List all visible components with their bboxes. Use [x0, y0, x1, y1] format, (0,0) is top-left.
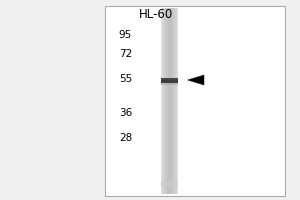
Text: 95: 95 [119, 30, 132, 40]
Bar [177, 8, 178, 194]
Text: 72: 72 [119, 49, 132, 59]
Bar [171, 8, 172, 194]
Bar [161, 82, 178, 85]
Bar [168, 8, 169, 194]
Bar [170, 8, 171, 194]
Bar [176, 8, 177, 194]
Bar [174, 8, 175, 194]
Text: 55: 55 [119, 74, 132, 84]
Bar [165, 8, 166, 194]
Text: HL-60: HL-60 [139, 7, 173, 21]
Bar [167, 8, 168, 194]
Bar [105, 6, 285, 196]
Bar [163, 8, 164, 194]
Bar [175, 8, 176, 194]
Bar [172, 8, 173, 194]
Polygon shape [188, 75, 204, 85]
Bar [161, 77, 178, 82]
Bar [169, 8, 170, 194]
Bar [161, 80, 178, 82]
Bar [161, 182, 178, 186]
Bar [162, 8, 163, 194]
Bar [161, 8, 162, 194]
Bar [169, 8, 170, 194]
Bar [173, 8, 174, 194]
Bar [166, 8, 167, 194]
Bar [161, 78, 178, 80]
Text: 28: 28 [119, 133, 132, 143]
Text: 36: 36 [119, 108, 132, 118]
Bar [164, 8, 165, 194]
